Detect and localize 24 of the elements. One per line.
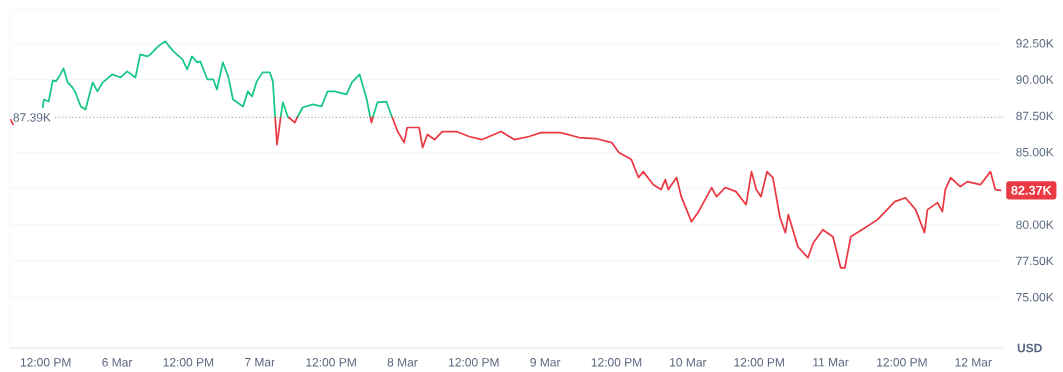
x-tick-label: 9 Mar xyxy=(530,358,561,367)
x-tick-label: 12:00 PM xyxy=(306,358,356,367)
x-tick-label: 12:00 PM xyxy=(449,358,499,367)
x-tick-label: 12:00 PM xyxy=(163,358,214,367)
y-tick-label: 75.00K xyxy=(1016,292,1054,302)
x-tick-label: 11 Mar xyxy=(813,358,849,367)
x-tick-label: 12:00 PM xyxy=(734,358,784,367)
y-tick-label: 87.50K xyxy=(1016,111,1054,121)
x-tick-label: 12:00 PM xyxy=(20,358,71,367)
x-tick-label: 6 Mar xyxy=(102,358,133,367)
x-tick-label: 12:00 PM xyxy=(591,358,642,367)
x-tick-label: 12:00 PM xyxy=(877,358,927,367)
y-tick-label: 85.00K xyxy=(1016,147,1054,157)
y-tick-label: 92.50K xyxy=(1016,39,1054,48)
y-axis-title: USD xyxy=(1017,343,1042,353)
annotation: 82.37K xyxy=(1011,185,1052,195)
y-tick-label: 77.50K xyxy=(1016,256,1054,266)
y-tick-label: 90.00K xyxy=(1016,75,1054,84)
x-tick-label: 8 Mar xyxy=(387,358,418,367)
x-tick-label: 7 Mar xyxy=(245,358,275,367)
x-tick-label: 10 Mar xyxy=(670,358,707,367)
y-tick-label: 80.00K xyxy=(1016,220,1054,229)
ref-line-label: 87.39K xyxy=(13,113,51,122)
x-tick-label: 12 Mar xyxy=(955,358,992,367)
